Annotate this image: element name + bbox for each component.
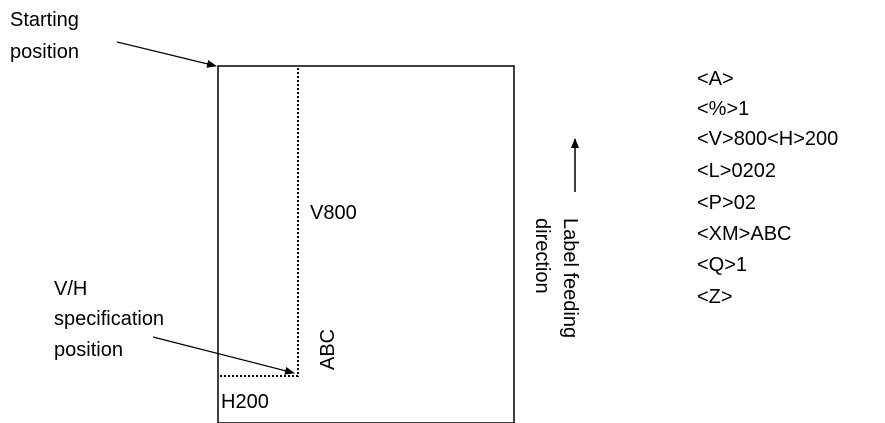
command-line: <V>800<H>200 [697, 128, 838, 150]
abc-printed-text: ABC [317, 329, 339, 370]
vh-spec-line1: V/H [54, 278, 87, 300]
feed-direction-line2: direction [531, 218, 553, 294]
command-line: <L>0202 [697, 160, 776, 182]
vh-spec-line3: position [54, 339, 123, 361]
vh-spec-line2: specification [54, 308, 164, 330]
h200-label: H200 [221, 391, 269, 413]
v800-label: V800 [310, 202, 357, 224]
starting-position-arrow [116, 41, 217, 68]
starting-position-label: Starting position [10, 9, 85, 63]
command-line: <Z> [697, 286, 733, 308]
feed-direction-label: Label feeding direction [531, 218, 581, 344]
vh-specification-arrow [152, 336, 295, 375]
label-outline [217, 65, 515, 423]
vh-specification-label: V/H specification position [54, 278, 170, 361]
command-line: <A> [697, 68, 734, 90]
command-line: <%>1 [697, 98, 749, 120]
feed-direction-line1: Label feeding [559, 218, 581, 338]
command-line: <P>02 [697, 192, 756, 214]
starting-position-line1: Starting [10, 9, 79, 31]
command-line: <Q>1 [697, 254, 747, 276]
command-list: <A> <%>1 <V>800<H>200 <L>0202 <P>02 <XM>… [697, 68, 844, 308]
command-line: <XM>ABC [697, 223, 791, 245]
starting-position-line2: position [10, 41, 79, 63]
